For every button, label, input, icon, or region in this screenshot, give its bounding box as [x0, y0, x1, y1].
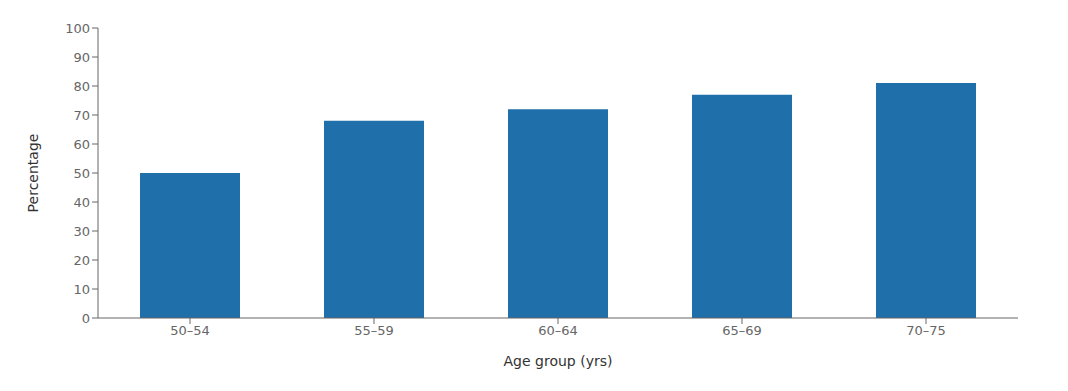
svg-text:55–59: 55–59	[354, 323, 394, 338]
svg-text:90: 90	[73, 50, 90, 65]
svg-text:100: 100	[65, 21, 90, 36]
svg-text:10: 10	[73, 282, 90, 297]
svg-text:0: 0	[82, 311, 90, 326]
svg-text:65–69: 65–69	[722, 323, 762, 338]
svg-text:40: 40	[73, 195, 90, 210]
svg-text:Age group (yrs): Age group (yrs)	[504, 353, 613, 369]
svg-text:80: 80	[73, 79, 90, 94]
svg-text:70–75: 70–75	[906, 323, 946, 338]
svg-text:60: 60	[73, 137, 90, 152]
svg-text:50: 50	[73, 166, 90, 181]
svg-text:60–64: 60–64	[538, 323, 578, 338]
svg-text:20: 20	[73, 253, 90, 268]
svg-text:30: 30	[73, 224, 90, 239]
svg-text:50–54: 50–54	[170, 323, 210, 338]
svg-text:70: 70	[73, 108, 90, 123]
svg-text:Percentage: Percentage	[25, 134, 41, 213]
